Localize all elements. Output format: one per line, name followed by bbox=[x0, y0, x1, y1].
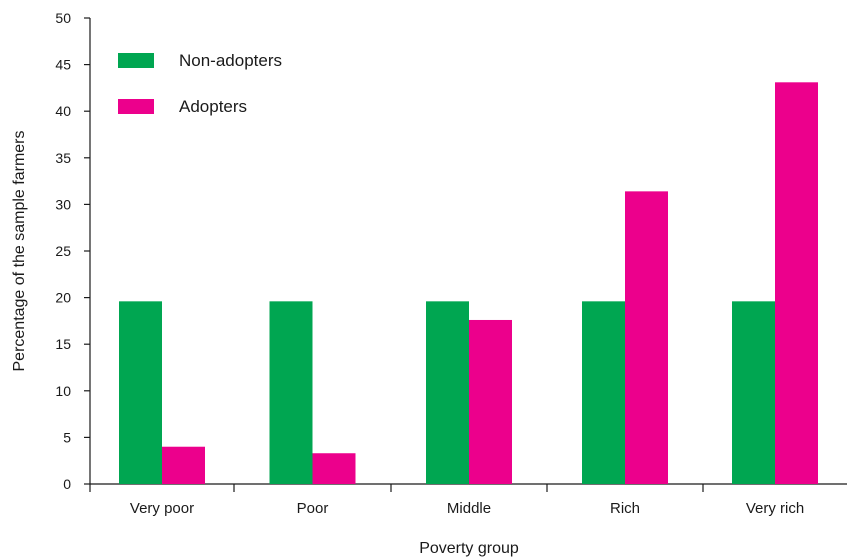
y-tick-label: 20 bbox=[55, 290, 71, 306]
y-axis-ticks: 0 5 10 15 20 25 30 35 40 45 50 bbox=[55, 10, 90, 492]
x-category-label: Very rich bbox=[746, 500, 804, 517]
legend-swatch-adopters bbox=[118, 99, 154, 114]
y-tick-label: 50 bbox=[55, 10, 71, 26]
y-tick-label: 0 bbox=[63, 476, 71, 492]
bar-adopters-very-poor bbox=[162, 446, 205, 484]
plot-area: 0 5 10 15 20 25 30 35 40 45 50 Very poor Poor Middle… bbox=[55, 10, 847, 517]
bar-non-adopters-poor bbox=[269, 301, 313, 484]
x-category-label: Middle bbox=[447, 500, 491, 517]
y-tick-label: 30 bbox=[55, 196, 71, 212]
category-labels: Very poor Poor Middle Rich Very rich bbox=[130, 500, 804, 517]
bar-adopters-very-rich bbox=[775, 82, 818, 485]
legend-swatch-non-adopters bbox=[118, 53, 154, 68]
y-tick-label: 15 bbox=[55, 336, 71, 352]
bar-adopters-poor bbox=[312, 453, 356, 484]
y-tick-label: 45 bbox=[55, 57, 71, 73]
bar-non-adopters-very-rich bbox=[732, 301, 775, 484]
x-axis-ticks bbox=[89, 484, 704, 492]
y-tick-label: 35 bbox=[55, 150, 71, 166]
x-category-label: Very poor bbox=[130, 500, 194, 517]
bar-non-adopters-middle bbox=[426, 301, 469, 484]
x-category-label: Poor bbox=[297, 500, 329, 517]
bar-non-adopters-very-poor bbox=[119, 301, 162, 484]
legend-label: Adopters bbox=[179, 97, 247, 116]
y-tick-label: 25 bbox=[55, 243, 71, 259]
y-tick-label: 5 bbox=[63, 429, 71, 445]
bar-non-adopters-rich bbox=[582, 301, 625, 484]
bars bbox=[119, 82, 818, 485]
legend-label: Non-adopters bbox=[179, 51, 282, 70]
y-axis-title: Percentage of the sample farmers bbox=[11, 130, 28, 371]
bar-adopters-rich bbox=[625, 191, 668, 485]
x-axis-title: Poverty group bbox=[419, 540, 519, 557]
bar-adopters-middle bbox=[469, 319, 512, 484]
legend: Non-adopters Adopters bbox=[118, 51, 282, 116]
x-category-label: Rich bbox=[610, 500, 640, 517]
y-tick-label: 40 bbox=[55, 103, 71, 119]
y-tick-label: 10 bbox=[55, 383, 71, 399]
